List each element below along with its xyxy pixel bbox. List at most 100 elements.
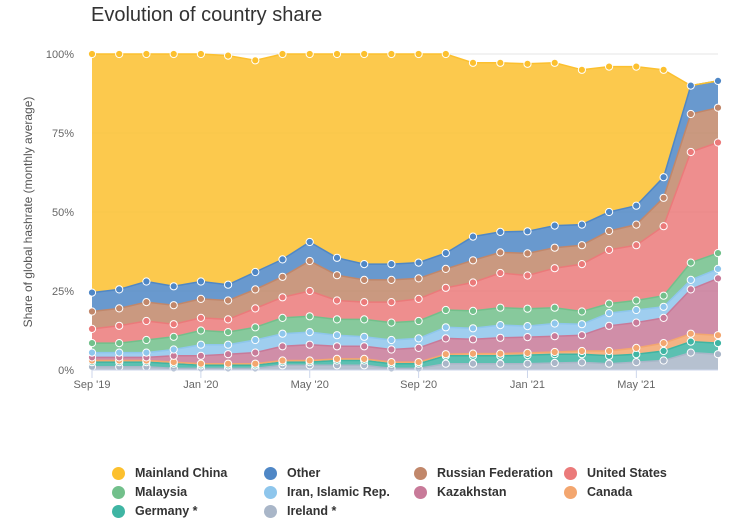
data-point[interactable] — [332, 342, 342, 351]
data-point[interactable] — [360, 332, 369, 341]
data-point[interactable] — [196, 359, 205, 368]
data-point[interactable] — [632, 201, 641, 210]
data-point[interactable] — [713, 103, 723, 112]
data-point[interactable] — [196, 49, 205, 59]
data-point[interactable] — [496, 227, 505, 236]
data-point[interactable] — [659, 339, 668, 348]
data-point[interactable] — [577, 346, 587, 356]
data-point[interactable] — [305, 328, 314, 337]
data-point[interactable] — [169, 282, 178, 291]
data-point[interactable] — [441, 350, 450, 359]
data-point[interactable] — [605, 299, 614, 308]
data-point[interactable] — [332, 253, 342, 262]
data-point[interactable] — [468, 349, 478, 358]
data-point[interactable] — [387, 298, 396, 307]
data-point[interactable] — [659, 346, 668, 356]
data-point[interactable] — [632, 358, 641, 367]
data-point[interactable] — [142, 348, 151, 357]
data-point[interactable] — [305, 312, 314, 321]
data-point[interactable] — [496, 359, 505, 368]
legend-item-russian-federation[interactable]: Russian Federation — [414, 466, 553, 480]
data-point[interactable] — [142, 298, 151, 307]
data-point[interactable] — [713, 249, 723, 258]
data-point[interactable] — [224, 350, 233, 359]
data-point[interactable] — [686, 81, 695, 90]
data-point[interactable] — [360, 298, 369, 307]
data-point[interactable] — [387, 345, 396, 354]
data-point[interactable] — [305, 237, 314, 247]
data-point[interactable] — [605, 226, 614, 236]
data-point[interactable] — [115, 285, 124, 294]
data-point[interactable] — [523, 249, 532, 258]
legend-item-ireland[interactable]: Ireland * — [264, 504, 336, 518]
data-point[interactable] — [686, 348, 695, 357]
data-point[interactable] — [632, 241, 641, 250]
data-point[interactable] — [169, 301, 178, 310]
data-point[interactable] — [441, 49, 450, 59]
data-point[interactable] — [305, 256, 314, 266]
data-point[interactable] — [577, 220, 587, 229]
data-point[interactable] — [686, 337, 695, 346]
data-point[interactable] — [686, 147, 695, 157]
data-point[interactable] — [713, 339, 723, 348]
data-point[interactable] — [251, 348, 260, 357]
data-point[interactable] — [605, 321, 614, 330]
data-point[interactable] — [550, 221, 559, 230]
data-point[interactable] — [605, 62, 614, 71]
data-point[interactable] — [251, 335, 260, 345]
data-point[interactable] — [713, 350, 723, 359]
data-point[interactable] — [115, 49, 124, 59]
data-point[interactable] — [196, 326, 205, 335]
data-point[interactable] — [87, 324, 97, 333]
data-point[interactable] — [305, 356, 314, 365]
data-point[interactable] — [550, 264, 559, 273]
data-point[interactable] — [605, 309, 614, 318]
data-point[interactable] — [196, 313, 205, 322]
data-point[interactable] — [496, 58, 505, 67]
data-point[interactable] — [523, 348, 532, 357]
data-point[interactable] — [332, 271, 342, 280]
data-point[interactable] — [332, 354, 342, 363]
data-point[interactable] — [87, 348, 97, 357]
data-point[interactable] — [686, 329, 695, 338]
data-point[interactable] — [387, 358, 396, 367]
data-point[interactable] — [550, 358, 559, 368]
data-point[interactable] — [169, 332, 178, 341]
data-point[interactable] — [414, 343, 423, 352]
data-point[interactable] — [278, 342, 287, 351]
data-point[interactable] — [468, 306, 478, 315]
data-point[interactable] — [441, 359, 450, 368]
data-point[interactable] — [224, 280, 233, 289]
data-point[interactable] — [414, 316, 423, 326]
data-point[interactable] — [305, 49, 314, 59]
data-point[interactable] — [496, 321, 505, 330]
data-point[interactable] — [577, 320, 587, 329]
data-point[interactable] — [468, 359, 478, 368]
data-point[interactable] — [550, 303, 559, 312]
data-point[interactable] — [278, 272, 287, 281]
data-point[interactable] — [278, 329, 287, 338]
data-point[interactable] — [142, 316, 151, 326]
data-point[interactable] — [414, 358, 423, 367]
data-point[interactable] — [550, 347, 559, 357]
data-point[interactable] — [605, 245, 614, 254]
data-point[interactable] — [169, 49, 178, 59]
data-point[interactable] — [224, 51, 233, 60]
data-point[interactable] — [496, 349, 505, 358]
data-point[interactable] — [360, 315, 369, 324]
data-point[interactable] — [632, 318, 641, 327]
data-point[interactable] — [523, 227, 532, 236]
data-point[interactable] — [659, 193, 668, 202]
data-point[interactable] — [115, 321, 124, 330]
data-point[interactable] — [577, 331, 587, 340]
data-point[interactable] — [251, 359, 260, 368]
data-point[interactable] — [332, 296, 342, 305]
data-point[interactable] — [414, 294, 423, 303]
data-point[interactable] — [441, 334, 450, 343]
data-point[interactable] — [659, 302, 668, 311]
data-point[interactable] — [659, 173, 668, 182]
data-point[interactable] — [224, 359, 233, 368]
data-point[interactable] — [278, 49, 287, 59]
data-point[interactable] — [496, 303, 505, 312]
data-point[interactable] — [142, 277, 151, 286]
